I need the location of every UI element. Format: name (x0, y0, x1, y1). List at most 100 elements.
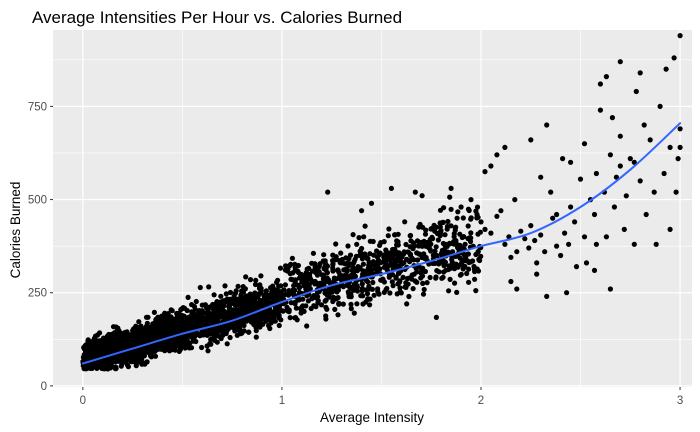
data-point (433, 274, 439, 280)
data-point (185, 294, 191, 300)
data-point (92, 340, 98, 347)
data-point (440, 274, 446, 280)
data-point (482, 169, 488, 175)
data-point (482, 226, 488, 232)
data-point (197, 284, 203, 291)
data-point (411, 257, 417, 263)
data-point (291, 300, 297, 306)
data-point (188, 345, 195, 351)
data-point (320, 272, 327, 278)
data-point (275, 277, 281, 283)
data-point (293, 305, 299, 311)
data-point (388, 250, 394, 257)
data-point (251, 321, 257, 327)
data-point (631, 159, 637, 165)
data-point (514, 249, 520, 255)
data-point (284, 306, 291, 312)
data-point (593, 241, 600, 247)
data-point (219, 329, 225, 335)
data-point (359, 288, 365, 294)
data-point (145, 314, 151, 320)
data-point (416, 239, 422, 245)
data-point (667, 226, 673, 232)
data-point (534, 271, 540, 277)
data-point (113, 335, 119, 341)
data-point (140, 333, 146, 339)
data-point (451, 266, 458, 272)
data-point (623, 193, 629, 199)
data-point (115, 325, 121, 331)
data-point (246, 329, 252, 335)
data-point (143, 323, 150, 329)
data-point (131, 338, 137, 344)
data-point (235, 283, 241, 289)
data-point (448, 206, 454, 212)
data-point (364, 291, 371, 297)
data-point (277, 265, 284, 271)
data-point (142, 361, 148, 367)
data-point (461, 234, 467, 240)
data-point (365, 279, 371, 285)
data-point (134, 352, 140, 358)
data-point (227, 296, 234, 302)
data-point (253, 277, 259, 283)
data-point (287, 315, 293, 321)
data-point (412, 278, 418, 284)
data-point (502, 241, 508, 247)
data-point (145, 345, 151, 352)
data-point (512, 197, 518, 203)
data-point (410, 286, 416, 292)
data-point (438, 227, 444, 234)
data-point (447, 194, 453, 200)
data-point (350, 260, 356, 266)
data-point (291, 287, 297, 293)
data-point (462, 241, 468, 247)
data-point (364, 255, 370, 261)
data-point (354, 241, 360, 247)
data-point (367, 238, 373, 244)
data-point (333, 241, 339, 247)
data-point (303, 270, 309, 276)
data-point (359, 281, 365, 287)
data-point (381, 252, 388, 258)
data-point (488, 163, 494, 169)
data-point (435, 237, 441, 243)
data-point (408, 238, 414, 244)
data-point (407, 233, 413, 239)
data-point (150, 335, 156, 341)
data-point (454, 215, 460, 221)
y-tick-label: 250 (28, 288, 47, 300)
data-point (542, 249, 548, 255)
data-point (419, 193, 425, 199)
data-point (420, 291, 427, 297)
data-point (335, 267, 341, 273)
data-point (359, 245, 365, 252)
data-point (232, 328, 238, 334)
data-point (544, 122, 550, 128)
data-point (292, 279, 298, 285)
data-point (256, 319, 262, 325)
data-point (388, 185, 394, 191)
data-point (415, 257, 421, 263)
data-point (174, 340, 181, 346)
data-point (394, 291, 400, 297)
data-point (398, 290, 404, 296)
data-point (508, 254, 514, 260)
data-point (458, 204, 464, 210)
data-point (433, 314, 439, 320)
data-point (325, 189, 331, 195)
data-point (326, 280, 333, 286)
data-point (241, 305, 247, 311)
data-point (150, 330, 156, 336)
data-point (206, 284, 212, 290)
x-tick-label: 1 (279, 395, 285, 407)
data-point (447, 276, 453, 282)
data-point (232, 302, 238, 308)
data-point (167, 323, 173, 329)
data-point (448, 223, 454, 229)
data-point (460, 215, 466, 221)
data-point (325, 292, 331, 298)
data-point (169, 308, 175, 314)
data-point (203, 330, 210, 336)
data-point (247, 296, 253, 302)
